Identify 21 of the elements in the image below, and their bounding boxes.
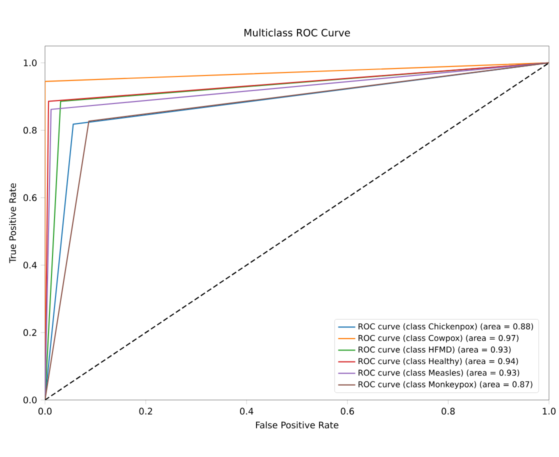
legend-label: ROC curve (class Chickenpox) (area = 0.88) xyxy=(358,323,534,331)
y-tick-label: 1.0 xyxy=(24,59,37,66)
legend-label: ROC curve (class Measles) (area = 0.93) xyxy=(358,370,520,377)
y-tick-label: 0.8 xyxy=(23,126,37,134)
y-tick-label: 0.6 xyxy=(23,194,37,202)
y-tick-label: 0.2 xyxy=(23,329,36,336)
y-tick-label: 0.0 xyxy=(23,396,37,404)
legend-label: ROC curve (class HFMD) (area = 0.93) xyxy=(358,346,511,354)
x-tick-label: 0.4 xyxy=(240,408,254,415)
x-tick-label: 0.2 xyxy=(139,408,152,415)
x-tick-label: 1.0 xyxy=(542,408,556,415)
legend-label: ROC curve (class Monkeypox) (area = 0.87) xyxy=(358,381,532,389)
chart-title: Multiclass ROC Curve xyxy=(244,28,350,36)
x-tick-label: 0.6 xyxy=(340,408,354,415)
legend-label: ROC curve (class Healthy) (area = 0.94) xyxy=(358,358,518,366)
x-axis-title: False Positive Rate xyxy=(256,421,338,428)
legend-label: ROC curve (class Cowpox) (area = 0.97) xyxy=(358,334,518,343)
y-tick-label: 0.4 xyxy=(23,262,37,269)
y-axis-title: True Positive Rate xyxy=(9,183,16,264)
x-tick-label: 0.8 xyxy=(442,408,455,415)
x-tick-label: 0.0 xyxy=(38,408,52,415)
